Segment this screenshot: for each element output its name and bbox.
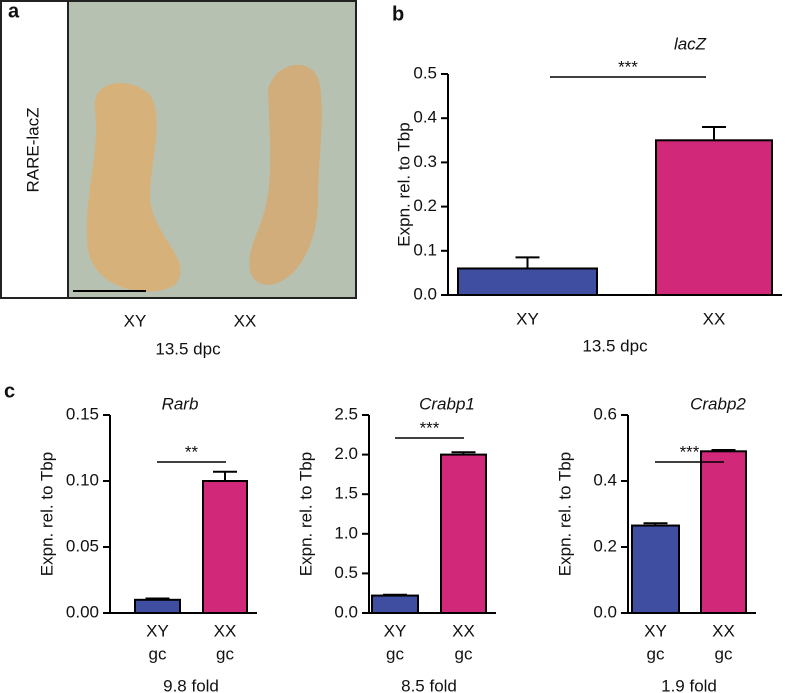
x-tick-label: XX: [703, 309, 726, 328]
significance-label: ***: [680, 442, 700, 461]
panel-letter: b: [392, 3, 404, 25]
x-axis-label: 9.8 fold: [163, 676, 219, 693]
x-tick-label: XY: [644, 621, 667, 640]
x-tick-sublabel: gc: [715, 644, 733, 663]
embryo-xy: [86, 83, 181, 292]
x-tick-sublabel: gc: [455, 644, 473, 663]
x-tick-label: XY: [384, 621, 407, 640]
x-axis-label: 1.9 fold: [661, 676, 717, 693]
bar: [371, 594, 419, 614]
error-bar: [515, 256, 540, 269]
y-tick-label: 0.4: [413, 108, 437, 127]
error-bar: [643, 522, 668, 526]
x-tick-label: XY: [146, 621, 169, 640]
x-axis-label: 8.5 fold: [401, 676, 457, 693]
bar: [202, 480, 248, 614]
panel-letter: c: [4, 380, 15, 402]
image-label: RARE-lacZ: [23, 107, 42, 192]
error-bar: [711, 448, 736, 452]
bar: [457, 267, 598, 297]
chart-title: Crabp2: [690, 394, 746, 413]
bar: [134, 598, 181, 614]
bar: [631, 524, 680, 614]
error-bar: [383, 593, 407, 596]
x-tick-label: XX: [214, 621, 237, 640]
y-axis-label: Expn. rel. to Tbp: [394, 122, 413, 246]
y-tick-label: 1.0: [334, 523, 358, 542]
y-tick-label: 0.0: [413, 284, 437, 303]
y-tick-label: 2.0: [334, 444, 358, 463]
embryo-xx: [249, 64, 322, 285]
y-axis-label: Expn. rel. to Tbp: [296, 452, 315, 576]
error-bar: [702, 126, 726, 141]
chart-title: lacZ: [674, 34, 707, 53]
y-tick-label: 0.4: [593, 470, 617, 489]
error-bar: [213, 470, 237, 481]
x-tick-sublabel: gc: [216, 644, 234, 663]
x-tick-sublabel: gc: [149, 644, 167, 663]
y-axis-label: Expn. rel. to Tbp: [555, 452, 574, 576]
bar: [700, 450, 747, 614]
y-tick-label: 0.0: [593, 602, 617, 621]
error-bar: [145, 597, 170, 600]
bar: [440, 453, 487, 614]
y-tick-label: 0.3: [413, 152, 437, 171]
x-tick-label: XY: [516, 309, 539, 328]
y-tick-label: 0.5: [334, 563, 358, 582]
y-tick-label: 2.5: [334, 404, 358, 423]
error-bar: [451, 451, 476, 455]
y-tick-label: 0.6: [593, 404, 617, 423]
label-strip: [0, 0, 69, 299]
x-tick-sublabel: gc: [647, 644, 665, 663]
y-tick-label: 0.2: [413, 196, 437, 215]
significance-label: ***: [420, 418, 440, 437]
y-tick-label: 0.1: [413, 240, 437, 259]
x-tick-label: XX: [452, 621, 475, 640]
x-tick-sublabel: gc: [386, 644, 404, 663]
x-axis-label: 13.5 dpc: [155, 339, 221, 358]
y-axis-label: Expn. rel. to Tbp: [37, 452, 56, 576]
y-tick-label: 0.5: [413, 63, 437, 82]
y-tick-label: 0.0: [334, 602, 358, 621]
category-label: XX: [234, 311, 257, 330]
panel-a: a RARE-lacZ XY XX 13.5 dpc: [0, 0, 357, 358]
panel-letter: a: [8, 0, 20, 22]
significance-label: ***: [618, 57, 638, 76]
x-axis-label: 13.5 dpc: [582, 336, 648, 355]
y-tick-label: 0.10: [66, 470, 99, 489]
bar: [655, 139, 773, 296]
significance-label: **: [185, 442, 199, 461]
chart-title: Crabp1: [419, 394, 475, 413]
y-tick-label: 0.2: [593, 536, 617, 555]
y-tick-label: 0.00: [66, 602, 99, 621]
x-tick-label: XX: [712, 621, 735, 640]
y-tick-label: 0.15: [66, 404, 99, 423]
y-tick-label: 0.05: [66, 536, 99, 555]
category-label: XY: [124, 311, 147, 330]
y-tick-label: 1.5: [334, 484, 358, 503]
chart-title: Rarb: [162, 394, 199, 413]
